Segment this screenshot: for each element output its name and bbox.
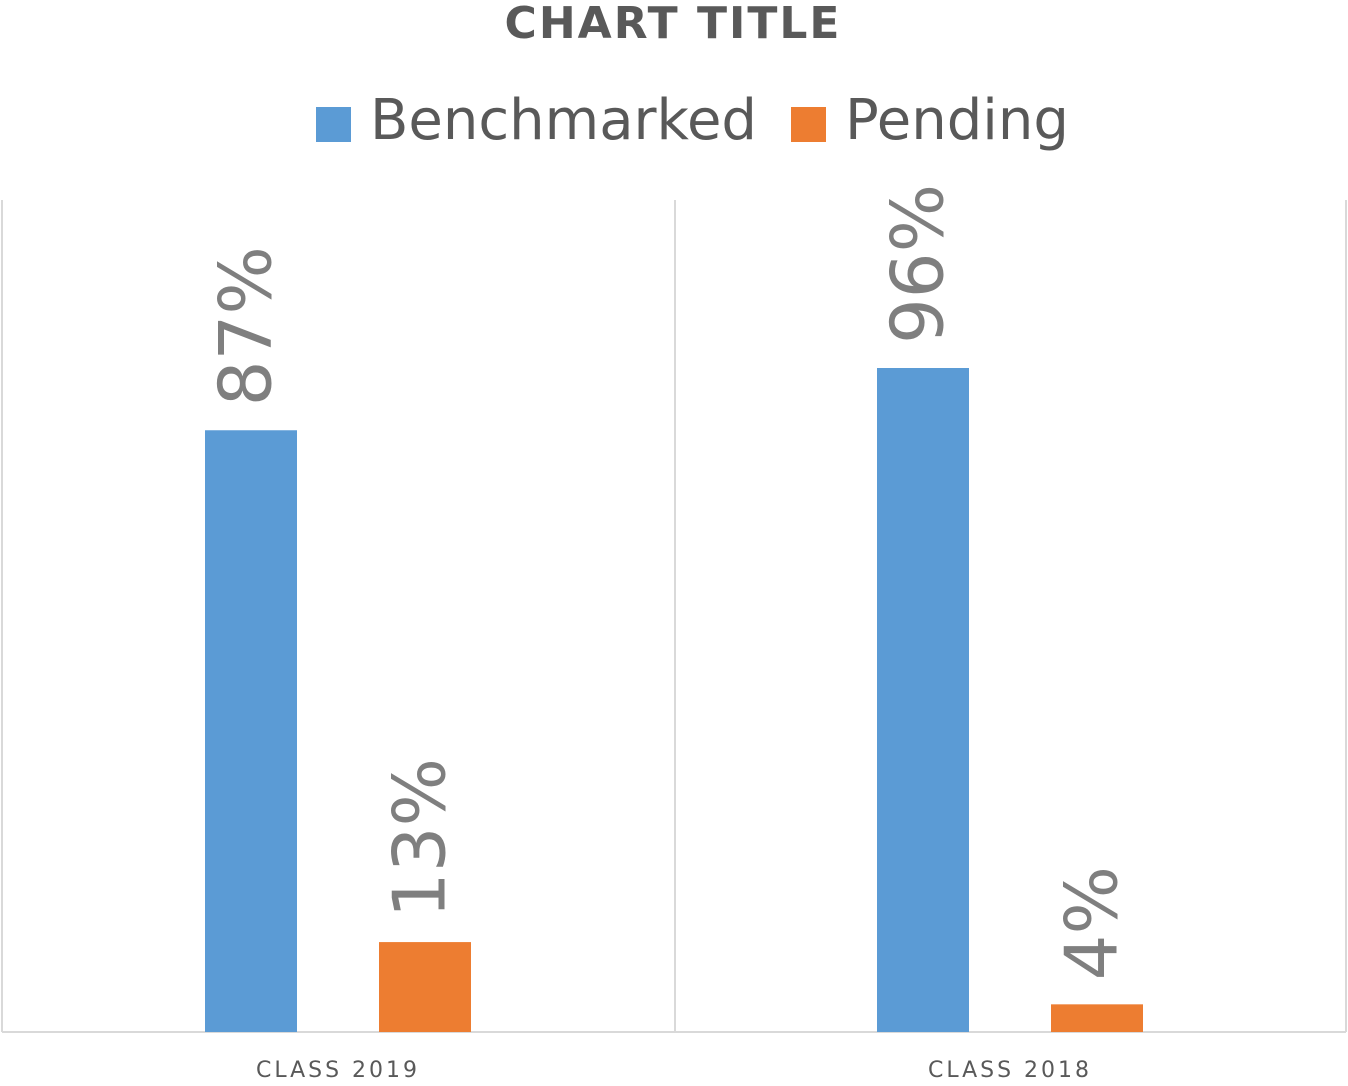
legend-label: Benchmarked <box>370 88 757 153</box>
legend-swatch <box>316 107 351 142</box>
bar <box>379 942 471 1032</box>
bar <box>205 430 297 1032</box>
chart-title: CHART TITLE <box>505 0 842 49</box>
bar <box>1051 1004 1143 1032</box>
x-tick-label: CLASS 2018 <box>928 1058 1092 1083</box>
data-label: 87% <box>204 246 288 406</box>
bar <box>877 368 969 1032</box>
x-tick-label: CLASS 2019 <box>256 1058 420 1083</box>
legend-label: Pending <box>845 88 1069 153</box>
data-label: 96% <box>876 184 960 344</box>
legend-swatch <box>791 107 826 142</box>
data-label: 4% <box>1050 866 1134 980</box>
data-label: 13% <box>378 758 462 918</box>
